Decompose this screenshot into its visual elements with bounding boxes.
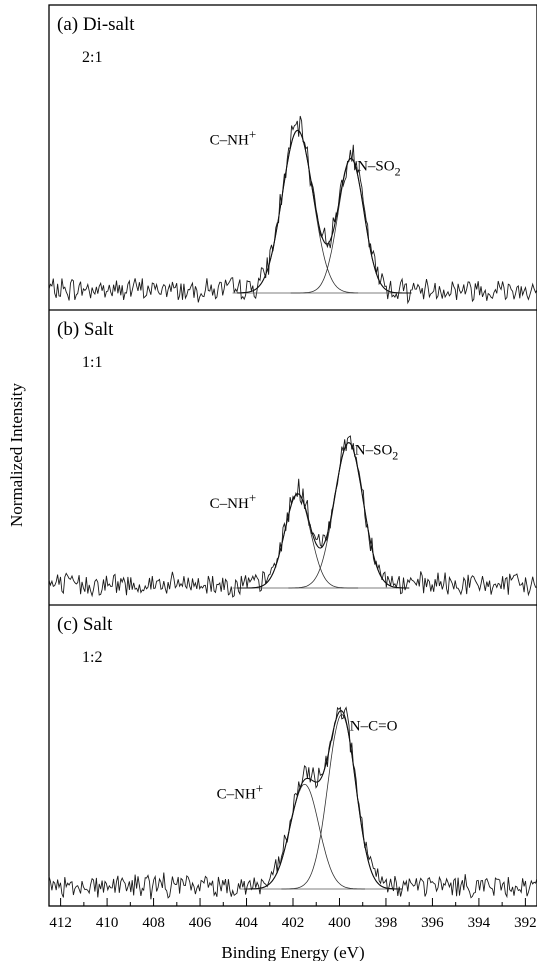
y-axis-label: Normalized Intensity — [7, 383, 26, 527]
x-axis-label: Binding Energy (eV) — [221, 943, 364, 961]
peak-label: N–SO2 — [355, 443, 399, 463]
peak-label: C–NH+ — [210, 126, 257, 148]
panel-1: (a) Di-salt 2:1 C–NH+ N–SO2 — [48, 14, 537, 305]
fitted-component-peak — [237, 493, 359, 589]
x-tick-label: 412 — [49, 915, 72, 931]
raw-spectrum-line — [48, 435, 537, 598]
x-tick-label: 398 — [375, 915, 398, 931]
panel-ratio: 2:1 — [82, 49, 102, 66]
peak-label: C–NH+ — [210, 490, 257, 512]
fitted-component-peak — [244, 783, 365, 890]
plot-frames — [48, 4, 537, 907]
raw-spectrum-line — [48, 706, 537, 900]
panel-title: (b) Salt — [57, 319, 114, 340]
x-tick-label: 406 — [189, 915, 212, 931]
x-axis: 412 410 408 406 404 402 400 398 396 394 392 — [49, 898, 537, 931]
peak-label: N–SO2 — [357, 159, 401, 179]
x-tick-label: 410 — [96, 915, 119, 931]
fit-envelope — [244, 710, 403, 890]
x-tick-label: 392 — [514, 915, 537, 931]
x-tick-label: 408 — [142, 915, 165, 931]
panel-title: (c) Salt — [57, 614, 113, 635]
fit-envelope — [237, 442, 410, 589]
x-tick-label: 396 — [421, 915, 444, 931]
x-tick-label: 394 — [468, 915, 491, 931]
plot-panels: (a) Di-salt 2:1 C–NH+ N–SO2 (b) Salt 1:1 C–NH+… — [48, 14, 537, 900]
panel-title: (a) Di-salt — [57, 14, 135, 35]
fit-envelope — [237, 129, 412, 294]
x-tick-label: 400 — [328, 915, 351, 931]
panel-3: (c) Salt 1:2 C–NH+ N–C=O — [48, 614, 537, 900]
panel-2: (b) Salt 1:1 C–NH+ N–SO2 — [48, 319, 537, 598]
panel-ratio: 1:1 — [82, 354, 102, 371]
plot-frame — [48, 4, 537, 907]
raw-spectrum-line — [48, 115, 537, 305]
panel-ratio: 1:2 — [82, 649, 102, 666]
x-tick-label: 404 — [235, 915, 258, 931]
peak-label: C–NH+ — [217, 780, 264, 802]
fitted-component-peak — [281, 713, 403, 890]
fitted-component-peak — [290, 158, 412, 294]
peak-label: N–C=O — [350, 718, 398, 734]
fitted-component-peak — [237, 129, 359, 294]
x-tick-label: 402 — [282, 915, 305, 931]
